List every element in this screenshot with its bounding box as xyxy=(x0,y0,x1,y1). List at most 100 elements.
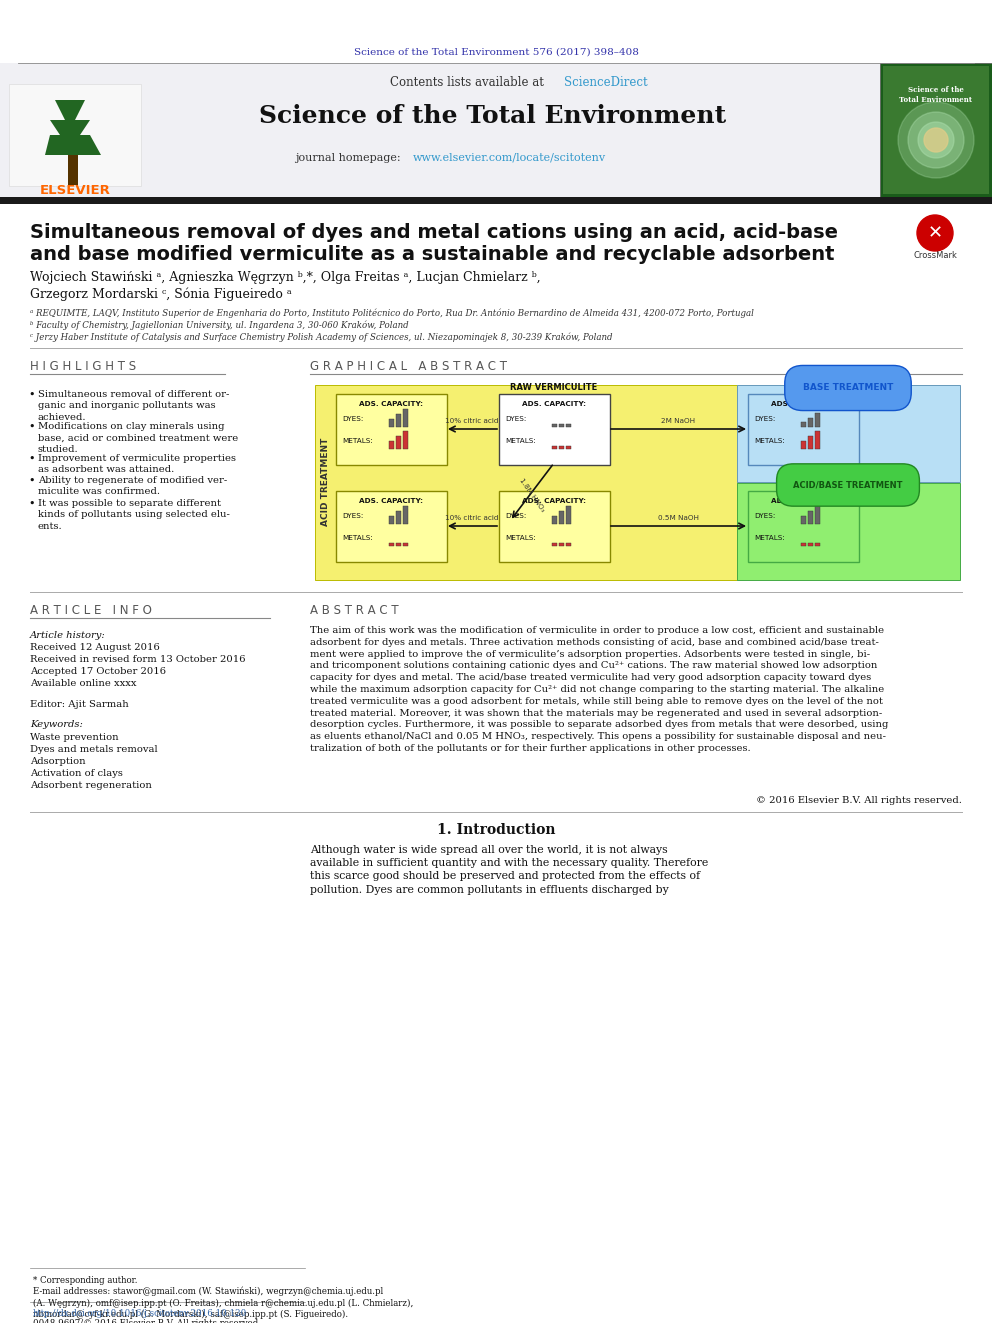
FancyBboxPatch shape xyxy=(815,505,820,524)
Text: •: • xyxy=(28,476,35,486)
Circle shape xyxy=(924,128,948,152)
FancyBboxPatch shape xyxy=(559,446,564,448)
FancyBboxPatch shape xyxy=(566,505,571,524)
Text: ADS. CAPACITY:: ADS. CAPACITY: xyxy=(771,401,835,407)
Text: and base modified vermiculite as a sustainable and recyclable adsorbent: and base modified vermiculite as a susta… xyxy=(30,245,834,263)
Text: Although water is wide spread all over the world, it is not always
available in : Although water is wide spread all over t… xyxy=(310,845,708,894)
Text: Grzegorz Mordarski ᶜ, Sónia Figueiredo ᵃ: Grzegorz Mordarski ᶜ, Sónia Figueiredo ᵃ xyxy=(30,287,292,300)
FancyBboxPatch shape xyxy=(0,64,880,197)
FancyBboxPatch shape xyxy=(389,516,394,524)
Text: http://dx.doi.org/10.1016/j.scitotenv.2016.10.120: http://dx.doi.org/10.1016/j.scitotenv.20… xyxy=(33,1308,247,1318)
Text: METALS:: METALS: xyxy=(505,534,536,541)
FancyBboxPatch shape xyxy=(748,393,858,464)
FancyBboxPatch shape xyxy=(559,423,564,427)
FancyBboxPatch shape xyxy=(499,393,609,464)
FancyBboxPatch shape xyxy=(552,446,557,448)
FancyBboxPatch shape xyxy=(801,441,806,448)
FancyBboxPatch shape xyxy=(808,418,813,427)
Text: 10% citric acid: 10% citric acid xyxy=(445,418,499,423)
FancyBboxPatch shape xyxy=(808,437,813,448)
FancyBboxPatch shape xyxy=(559,542,564,546)
Text: Contents lists available at: Contents lists available at xyxy=(390,77,548,90)
FancyBboxPatch shape xyxy=(737,483,960,579)
Text: BASE TREATMENT: BASE TREATMENT xyxy=(803,384,893,393)
Text: Simultaneous removal of dyes and metal cations using an acid, acid-base: Simultaneous removal of dyes and metal c… xyxy=(30,222,838,242)
FancyBboxPatch shape xyxy=(335,491,446,561)
FancyBboxPatch shape xyxy=(396,437,401,448)
Text: A B S T R A C T: A B S T R A C T xyxy=(310,603,399,617)
FancyBboxPatch shape xyxy=(566,423,571,427)
Text: Editor: Ajit Sarmah: Editor: Ajit Sarmah xyxy=(30,700,129,709)
Text: Adsorbent regeneration: Adsorbent regeneration xyxy=(30,781,152,790)
FancyBboxPatch shape xyxy=(389,441,394,448)
Text: Received in revised form 13 October 2016: Received in revised form 13 October 2016 xyxy=(30,655,245,664)
Text: DYES:: DYES: xyxy=(505,513,527,519)
FancyBboxPatch shape xyxy=(737,385,960,482)
Text: ELSEVIER: ELSEVIER xyxy=(40,184,110,197)
Text: •: • xyxy=(28,390,35,400)
Text: •: • xyxy=(28,422,35,433)
FancyBboxPatch shape xyxy=(815,542,820,546)
Text: Article history:: Article history: xyxy=(30,631,106,640)
Text: DYES:: DYES: xyxy=(754,415,776,422)
Text: Keywords:: Keywords: xyxy=(30,720,83,729)
Text: ADS. CAPACITY:: ADS. CAPACITY: xyxy=(771,497,835,504)
FancyBboxPatch shape xyxy=(566,542,571,546)
Text: ✕: ✕ xyxy=(928,224,942,242)
Text: CrossMark: CrossMark xyxy=(913,251,957,261)
FancyBboxPatch shape xyxy=(559,511,564,524)
Text: DYES:: DYES: xyxy=(754,513,776,519)
FancyBboxPatch shape xyxy=(801,542,806,546)
Text: DYES:: DYES: xyxy=(342,415,363,422)
Text: ADS. CAPACITY:: ADS. CAPACITY: xyxy=(359,497,423,504)
Text: H I G H L I G H T S: H I G H L I G H T S xyxy=(30,360,136,373)
Circle shape xyxy=(898,102,974,179)
Text: 0.5M NaOH: 0.5M NaOH xyxy=(658,515,698,521)
Text: 1. Introduction: 1. Introduction xyxy=(436,823,556,837)
Text: Waste prevention: Waste prevention xyxy=(30,733,119,742)
Text: * Corresponding author.: * Corresponding author. xyxy=(33,1275,138,1285)
FancyBboxPatch shape xyxy=(9,83,141,187)
Text: www.elsevier.com/locate/scitotenv: www.elsevier.com/locate/scitotenv xyxy=(413,153,606,163)
FancyBboxPatch shape xyxy=(883,66,989,194)
FancyBboxPatch shape xyxy=(880,64,992,197)
Text: Modifications on clay minerals using
base, acid or combined treatment were
studi: Modifications on clay minerals using bas… xyxy=(38,422,238,454)
FancyBboxPatch shape xyxy=(403,542,408,546)
FancyBboxPatch shape xyxy=(748,491,858,561)
Polygon shape xyxy=(45,101,101,155)
Text: ADS. CAPACITY:: ADS. CAPACITY: xyxy=(359,401,423,407)
Text: Received 12 August 2016: Received 12 August 2016 xyxy=(30,643,160,652)
Text: Activation of clays: Activation of clays xyxy=(30,769,123,778)
Text: Ability to regenerate of modified ver-
miculite was confirmed.: Ability to regenerate of modified ver- m… xyxy=(38,476,227,496)
FancyBboxPatch shape xyxy=(815,431,820,448)
FancyBboxPatch shape xyxy=(0,197,992,204)
Text: METALS:: METALS: xyxy=(342,438,373,445)
Polygon shape xyxy=(68,155,78,185)
FancyBboxPatch shape xyxy=(566,446,571,448)
Circle shape xyxy=(918,122,954,157)
FancyBboxPatch shape xyxy=(396,414,401,427)
Text: RAW VERMICULITE: RAW VERMICULITE xyxy=(510,384,597,393)
Text: Science of the
Total Environment: Science of the Total Environment xyxy=(900,86,972,103)
Text: METALS:: METALS: xyxy=(754,438,785,445)
Text: 1.8M HNO₃: 1.8M HNO₃ xyxy=(518,478,546,513)
FancyBboxPatch shape xyxy=(396,542,401,546)
FancyBboxPatch shape xyxy=(801,422,806,427)
Circle shape xyxy=(917,216,953,251)
Text: 2M NaOH: 2M NaOH xyxy=(661,418,695,423)
FancyBboxPatch shape xyxy=(499,491,609,561)
Text: 0048-9697/© 2016 Elsevier B.V. All rights reserved.: 0048-9697/© 2016 Elsevier B.V. All right… xyxy=(33,1319,261,1323)
FancyBboxPatch shape xyxy=(552,423,557,427)
Text: 10% citric acid: 10% citric acid xyxy=(445,515,499,521)
FancyBboxPatch shape xyxy=(403,431,408,448)
Text: Available online xxxx: Available online xxxx xyxy=(30,679,137,688)
FancyBboxPatch shape xyxy=(396,511,401,524)
Text: ᵃ REQUIMTE, LAQV, Instituto Superior de Engenharia do Porto, Instituto Politécni: ᵃ REQUIMTE, LAQV, Instituto Superior de … xyxy=(30,308,754,318)
Text: Dyes and metals removal: Dyes and metals removal xyxy=(30,745,158,754)
Text: Simultaneous removal of different or-
ganic and inorganic pollutants was
achieve: Simultaneous removal of different or- ga… xyxy=(38,390,229,422)
Text: G R A P H I C A L   A B S T R A C T: G R A P H I C A L A B S T R A C T xyxy=(310,360,507,373)
Text: ADS. CAPACITY:: ADS. CAPACITY: xyxy=(522,497,586,504)
Text: journal homepage:: journal homepage: xyxy=(295,153,401,163)
Text: The aim of this work was the modification of vermiculite in order to produce a l: The aim of this work was the modificatio… xyxy=(310,626,889,753)
Text: Improvement of vermiculite properties
as adsorbent was attained.: Improvement of vermiculite properties as… xyxy=(38,454,236,475)
